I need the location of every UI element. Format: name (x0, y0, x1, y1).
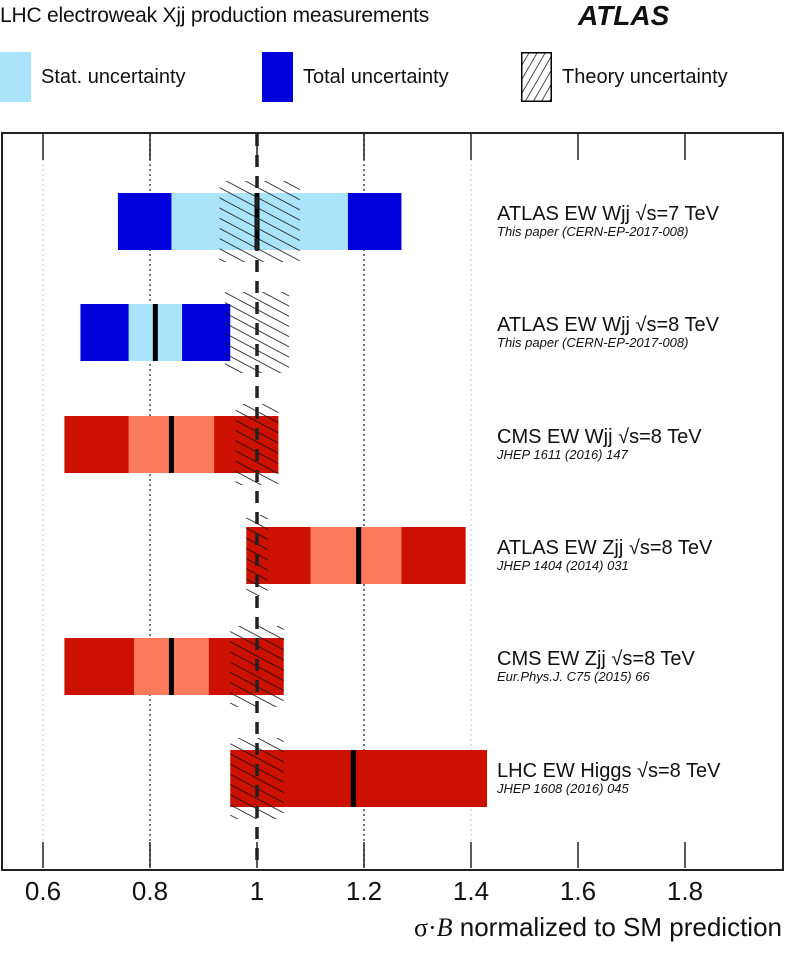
x-tick-label: 0.6 (24, 876, 62, 906)
legend-label: Total uncertainty (303, 65, 449, 88)
measurement-label: CMS EW Zjj √s=8 TeV Eur.Phys.J. C75 (201… (497, 648, 695, 684)
measurement-bar (64, 404, 279, 485)
measurement-bar (117, 181, 402, 262)
legend-item-stat: Stat. uncertainty (0, 51, 186, 103)
measurement-label: ATLAS EW Wjj √s=7 TeV This paper (CERN-E… (497, 203, 719, 239)
x-tick-label: 0.8 (131, 876, 169, 906)
measurement-bar (64, 626, 284, 707)
x-tick-label: 1.4 (452, 876, 490, 906)
x-tick-label: 1.6 (559, 876, 597, 906)
x-tick-label: 1.8 (666, 876, 704, 906)
axis-ticks (42, 134, 686, 868)
plot-frame (1, 132, 784, 871)
stat-swatch-icon (0, 52, 31, 102)
legend-item-theory: Theory uncertainty (521, 51, 728, 103)
legend-item-total: Total uncertainty (262, 51, 449, 103)
measurement-label: CMS EW Wjj √s=8 TeV JHEP 1611 (2016) 147 (497, 426, 702, 462)
measurement-label: LHC EW Higgs √s=8 TeV JHEP 1608 (2016) 0… (497, 760, 721, 796)
chart-title: LHC electroweak Xjj production measureme… (0, 4, 430, 27)
legend-label: Stat. uncertainty (41, 65, 186, 88)
total-swatch-icon (262, 52, 293, 102)
x-tick-label: 1 (249, 876, 265, 906)
measurement-bar (246, 515, 466, 596)
legend-label: Theory uncertainty (562, 65, 728, 88)
gridlines (42, 134, 472, 868)
measurement-bar (230, 738, 488, 819)
measurement-label: ATLAS EW Zjj √s=8 TeV JHEP 1404 (2014) 0… (497, 537, 713, 573)
x-axis-label: σ·B normalized to SM prediction (413, 912, 782, 942)
measurement-label: ATLAS EW Wjj √s=8 TeV This paper (CERN-E… (497, 314, 719, 350)
atlas-logo: ATLAS (578, 0, 670, 31)
x-tick-label: 1.2 (345, 876, 383, 906)
measurement-bars (64, 181, 488, 819)
hatch-swatch-icon (521, 52, 552, 102)
